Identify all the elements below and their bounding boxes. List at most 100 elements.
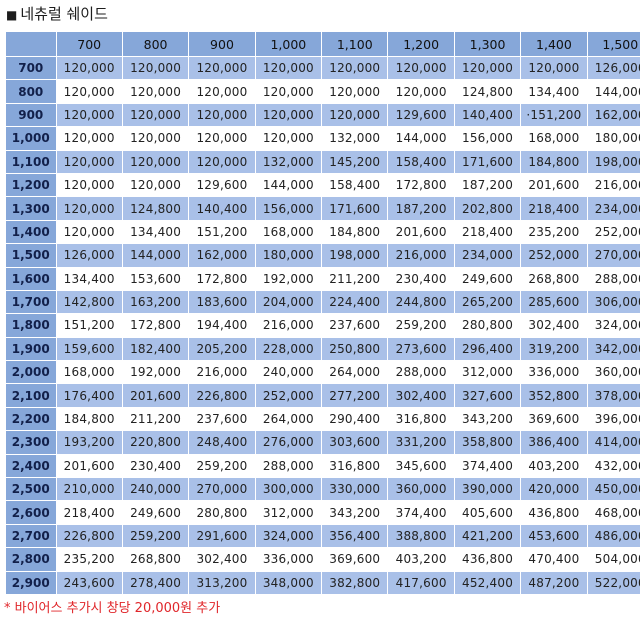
price-cell: 120,000	[255, 56, 323, 81]
price-cell: 218,400	[56, 500, 123, 525]
price-cell: 345,600	[387, 454, 455, 479]
price-cell: 369,600	[321, 547, 389, 572]
price-cell: 452,400	[454, 571, 522, 595]
price-cell: 124,800	[454, 79, 522, 104]
price-cell: 158,400	[321, 173, 389, 198]
table-row: 1,300 120,000 124,800 140,400 156,000 171,600…	[6, 196, 640, 221]
table-row: 2,700 226,800 259,200 291,600 324,000 356,400…	[6, 524, 640, 549]
price-cell: 120,000	[255, 79, 323, 104]
table-row: 2,600 218,400 249,600 280,800 312,000 343,200…	[6, 500, 640, 525]
price-cell: 168,000	[520, 126, 588, 151]
price-table-header: 700 800 900 1,000 1,100 1,200 1,300 1,400 1,500	[6, 32, 640, 57]
price-cell: 270,000	[188, 477, 256, 502]
price-cell: 240,000	[122, 477, 190, 502]
price-cell: 420,000	[520, 477, 588, 502]
price-cell: 120,000	[122, 150, 190, 174]
price-cell: 120,000	[56, 220, 123, 245]
price-cell: 324,000	[255, 524, 323, 549]
price-table-body: 700 120,000 120,000 120,000 120,000 120,000 12…	[6, 56, 640, 595]
price-cell: 168,000	[56, 360, 123, 385]
price-cell: 252,000	[587, 220, 640, 245]
column-header: 1,200	[387, 32, 455, 57]
price-cell: 151,200	[188, 220, 256, 245]
price-cell: 144,000	[255, 173, 323, 198]
price-cell: 211,200	[122, 407, 190, 432]
price-cell: 296,400	[454, 337, 522, 362]
price-cell: 249,600	[454, 267, 522, 291]
price-cell: 352,800	[520, 383, 588, 408]
price-cell: 331,200	[387, 430, 455, 455]
price-cell: 285,600	[520, 290, 588, 315]
row-header: 1,700	[6, 290, 57, 315]
price-cell: 468,000	[587, 500, 640, 525]
price-cell: 259,200	[122, 524, 190, 549]
price-cell: 192,000	[122, 360, 190, 385]
price-cell: 180,000	[255, 243, 323, 268]
price-cell: 218,400	[520, 196, 588, 221]
price-cell: 140,400	[188, 196, 256, 221]
price-cell: 120,000	[56, 79, 123, 104]
column-header: 1,300	[454, 32, 522, 57]
price-cell: 120,000	[321, 103, 389, 128]
price-cell: 336,000	[255, 547, 323, 572]
price-cell: 336,000	[520, 360, 588, 385]
price-cell: 436,800	[520, 500, 588, 525]
price-cell: 193,200	[56, 430, 123, 455]
price-cell: 324,000	[587, 313, 640, 338]
price-cell: 360,000	[387, 477, 455, 502]
price-cell: 414,000	[587, 430, 640, 455]
price-cell: 378,000	[587, 383, 640, 408]
price-cell: 390,000	[454, 477, 522, 502]
row-header: 1,900	[6, 337, 57, 362]
price-cell: 252,000	[255, 383, 323, 408]
table-row: 2,100 176,400 201,600 226,800 252,000 277,200…	[6, 383, 640, 408]
price-cell: 198,000	[587, 150, 640, 174]
price-cell: 226,800	[188, 383, 256, 408]
price-cell: 124,800	[122, 196, 190, 221]
price-cell: 216,000	[387, 243, 455, 268]
price-cell: 120,000	[122, 173, 190, 198]
price-cell: 234,000	[454, 243, 522, 268]
price-cell: 187,200	[387, 196, 455, 221]
table-row: 2,400 201,600 230,400 259,200 288,000 316,800…	[6, 454, 640, 479]
price-cell: 216,000	[255, 313, 323, 338]
table-row: 1,600 134,400 153,600 172,800 192,000 211,200…	[6, 267, 640, 291]
price-cell: 230,400	[387, 267, 455, 291]
price-cell: 358,800	[454, 430, 522, 455]
price-cell: 374,400	[387, 500, 455, 525]
price-cell: 343,200	[321, 500, 389, 525]
price-cell: 126,000	[56, 243, 123, 268]
price-cell: 211,200	[321, 267, 389, 291]
price-cell: 403,200	[520, 454, 588, 479]
price-cell: 120,000	[454, 56, 522, 81]
price-cell: 421,200	[454, 524, 522, 549]
price-cell: 252,000	[520, 243, 588, 268]
price-cell: 210,000	[56, 477, 123, 502]
price-cell: 259,200	[188, 454, 256, 479]
price-cell: 144,000	[122, 243, 190, 268]
price-cell: 486,000	[587, 524, 640, 549]
price-cell: 172,800	[387, 173, 455, 198]
price-cell: 168,000	[255, 220, 323, 245]
price-cell: 171,600	[321, 196, 389, 221]
price-cell: 259,200	[387, 313, 455, 338]
price-cell: 237,600	[321, 313, 389, 338]
price-cell: 250,800	[321, 337, 389, 362]
page-title: ■ 네츄럴 쉐이드	[6, 4, 108, 24]
row-header: 1,000	[6, 126, 57, 151]
price-cell: 134,400	[520, 79, 588, 104]
row-header: 2,100	[6, 383, 57, 408]
price-cell: 453,600	[520, 524, 588, 549]
price-cell: 163,200	[122, 290, 190, 315]
price-cell: 290,400	[321, 407, 389, 432]
price-cell: 312,000	[454, 360, 522, 385]
price-cell: 120,000	[188, 103, 256, 128]
price-cell: 144,000	[387, 126, 455, 151]
price-cell: 201,600	[387, 220, 455, 245]
price-cell: 194,400	[188, 313, 256, 338]
table-row: 2,000 168,000 192,000 216,000 240,000 264,000…	[6, 360, 640, 385]
row-header: 2,200	[6, 407, 57, 432]
column-header: 800	[122, 32, 190, 57]
price-cell: 132,000	[321, 126, 389, 151]
price-cell: 235,200	[56, 547, 123, 572]
